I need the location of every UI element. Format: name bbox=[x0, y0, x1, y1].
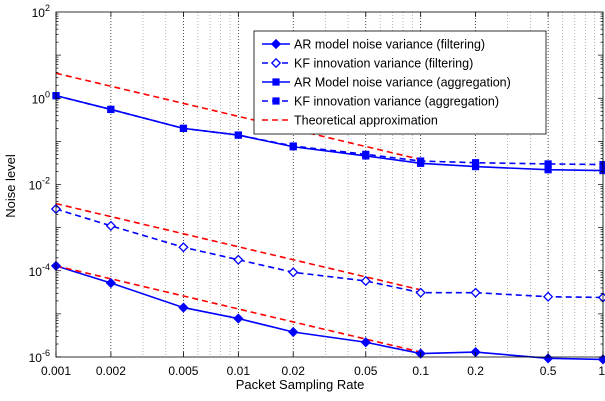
series-line-1 bbox=[55, 265, 604, 361]
y-tick-base: 10 bbox=[29, 179, 43, 193]
data-point bbox=[599, 160, 605, 169]
series-markers bbox=[50, 92, 605, 365]
legend-swatch-marker bbox=[272, 97, 280, 105]
legend-label: KF innovation variance (aggregation) bbox=[294, 95, 499, 109]
data-point bbox=[597, 354, 605, 365]
y-tick-exponent: 2 bbox=[45, 3, 50, 13]
x-tick-label: 0.02 bbox=[282, 364, 306, 378]
legend-label: AR model noise variance (filtering) bbox=[294, 38, 485, 52]
y-tick-base: 10 bbox=[29, 351, 43, 365]
data-point bbox=[544, 160, 552, 168]
x-tick-label: 0.1 bbox=[412, 364, 429, 378]
data-point bbox=[288, 326, 299, 338]
data-point bbox=[360, 275, 371, 287]
x-axis-label: Packet Sampling Rate bbox=[236, 377, 365, 392]
x-tick-label: 0.05 bbox=[354, 364, 378, 378]
y-tick-base: 10 bbox=[32, 6, 46, 20]
legend-swatch-marker bbox=[270, 57, 282, 69]
x-tick-label: 0.002 bbox=[96, 364, 126, 378]
data-point bbox=[471, 159, 480, 167]
data-point bbox=[470, 287, 481, 298]
data-point bbox=[233, 313, 244, 324]
y-tick-label: 100 bbox=[32, 89, 50, 106]
series-line-2 bbox=[55, 208, 604, 299]
theory-line-segment bbox=[55, 202, 421, 291]
data-point bbox=[289, 142, 297, 150]
data-point bbox=[179, 124, 188, 132]
y-axis-label: Noise level bbox=[3, 154, 18, 218]
data-point bbox=[288, 267, 299, 278]
data-point bbox=[107, 105, 115, 114]
data-point bbox=[417, 157, 425, 165]
data-point bbox=[360, 337, 371, 348]
theory-line-segment bbox=[55, 72, 421, 161]
y-tick-label: 102 bbox=[32, 3, 50, 20]
x-tick-label: 0.005 bbox=[168, 364, 198, 378]
y-tick-exponent: -4 bbox=[42, 262, 50, 272]
x-tick-label: 0.5 bbox=[540, 364, 557, 378]
data-point bbox=[105, 220, 117, 231]
data-point bbox=[415, 287, 426, 298]
y-tick-exponent: 0 bbox=[45, 89, 50, 99]
y-tick-label: 10-2 bbox=[29, 176, 50, 193]
y-tick-exponent: -2 bbox=[42, 176, 50, 186]
x-tick-label: 0.01 bbox=[227, 364, 251, 378]
data-point bbox=[599, 167, 605, 175]
theory-line-segment bbox=[55, 265, 421, 353]
legend-label: AR Model noise variance (aggregation) bbox=[294, 76, 511, 90]
legend-swatch-marker bbox=[270, 38, 282, 50]
data-point bbox=[234, 131, 242, 139]
data-point bbox=[542, 291, 554, 302]
legend-box bbox=[253, 30, 547, 135]
data-point bbox=[362, 150, 370, 158]
legend-label: Theoretical approximation bbox=[294, 114, 438, 128]
x-tick-label: 1 bbox=[598, 364, 605, 378]
y-tick-base: 10 bbox=[32, 92, 46, 106]
legend: AR model noise variance (filtering) KF in… bbox=[253, 30, 547, 135]
data-point bbox=[178, 242, 189, 253]
y-tick-label: 10-6 bbox=[29, 348, 50, 365]
data-point bbox=[233, 254, 244, 265]
legend-label: KF innovation variance (filtering) bbox=[294, 57, 473, 71]
x-tick-label: 0.001 bbox=[41, 364, 71, 378]
data-point bbox=[178, 302, 189, 313]
data-point bbox=[105, 277, 117, 289]
x-tick-labels: 0.001 0.002 0.005 0.01 0.02 0.05 0.1 0.2 0.5 1 bbox=[41, 364, 605, 378]
x-tick-label: 0.2 bbox=[467, 364, 484, 378]
series-line-4 bbox=[55, 94, 604, 166]
legend-swatch-marker bbox=[272, 78, 280, 86]
series-lines bbox=[55, 72, 604, 361]
axis-ticks bbox=[55, 12, 604, 358]
y-tick-label: 10-4 bbox=[29, 262, 50, 279]
y-tick-base: 10 bbox=[29, 265, 43, 279]
y-tick-exponent: -6 bbox=[42, 348, 50, 358]
